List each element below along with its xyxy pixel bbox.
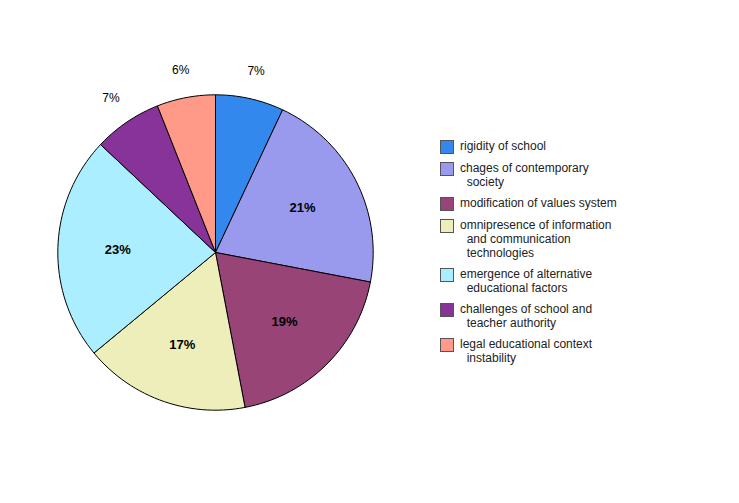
html-text:modification of values system: modification of values system — [460, 195, 617, 210]
svg-text:19%: 19% — [272, 313, 298, 328]
svg-text:7%: 7% — [247, 63, 265, 77]
html-text:emergence of alternative educa: emergence of alternative educational fac… — [460, 266, 593, 295]
html-text:rigidity of school: rigidity of school — [460, 138, 546, 153]
html-text:chages of contemporary society: chages of contemporary society — [460, 160, 589, 189]
svg-text:6%: 6% — [172, 62, 190, 76]
html-text:legal educational context inst: legal educational context instability — [460, 336, 593, 365]
svg-text:21%: 21% — [290, 200, 316, 215]
html-text:challenges of school and teach: challenges of school and teacher authori… — [460, 301, 593, 330]
svg-text:23%: 23% — [105, 241, 131, 256]
svg-text:17%: 17% — [169, 336, 195, 351]
svg-text:7%: 7% — [102, 91, 120, 105]
html-text:omnipresence of information an: omnipresence of information and communic… — [460, 217, 612, 260]
